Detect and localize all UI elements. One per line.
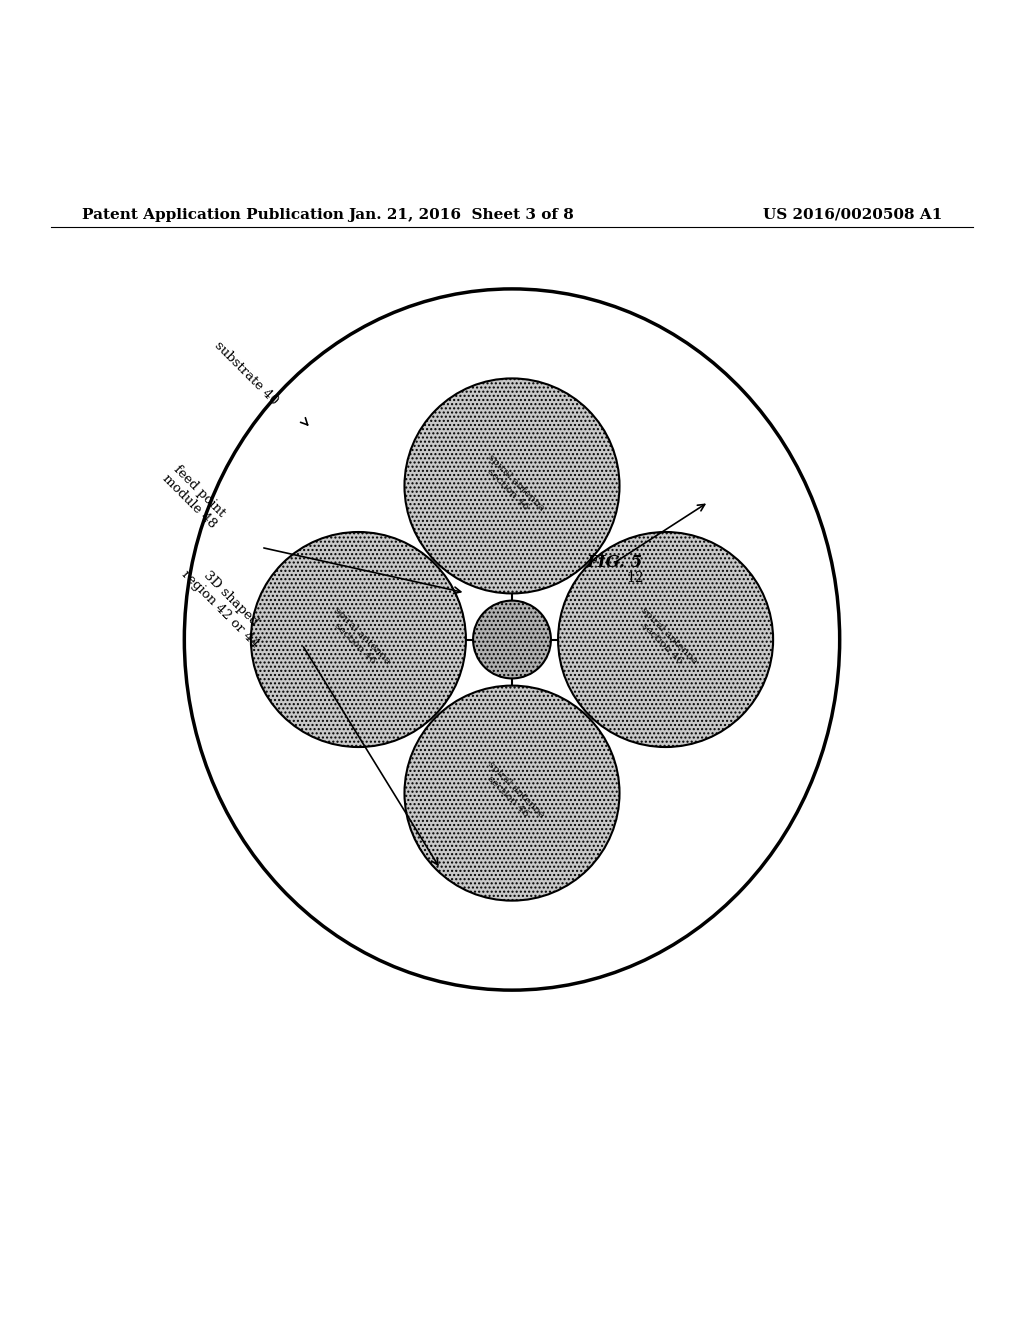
Text: Jan. 21, 2016  Sheet 3 of 8: Jan. 21, 2016 Sheet 3 of 8 [348,207,573,222]
Text: 12: 12 [626,572,644,585]
Text: spiral antenna
section 46: spiral antenna section 46 [478,453,546,520]
Circle shape [251,532,466,747]
Text: feed point
module 48: feed point module 48 [160,462,229,531]
Circle shape [404,685,620,900]
Text: Patent Application Publication: Patent Application Publication [82,207,344,222]
Text: spiral antenna
section 46: spiral antenna section 46 [325,606,392,673]
Circle shape [473,601,551,678]
Circle shape [404,379,620,594]
Text: spiral antenna
section 46: spiral antenna section 46 [478,759,546,826]
Text: US 2016/0020508 A1: US 2016/0020508 A1 [763,207,942,222]
Text: spiral antenna
section 46: spiral antenna section 46 [632,606,699,673]
Text: FIG. 5: FIG. 5 [587,554,642,572]
Text: 3D shaped
region 42 or 44: 3D shaped region 42 or 44 [179,557,271,651]
Circle shape [558,532,773,747]
Text: substrate 40: substrate 40 [212,339,280,408]
Ellipse shape [184,289,840,990]
